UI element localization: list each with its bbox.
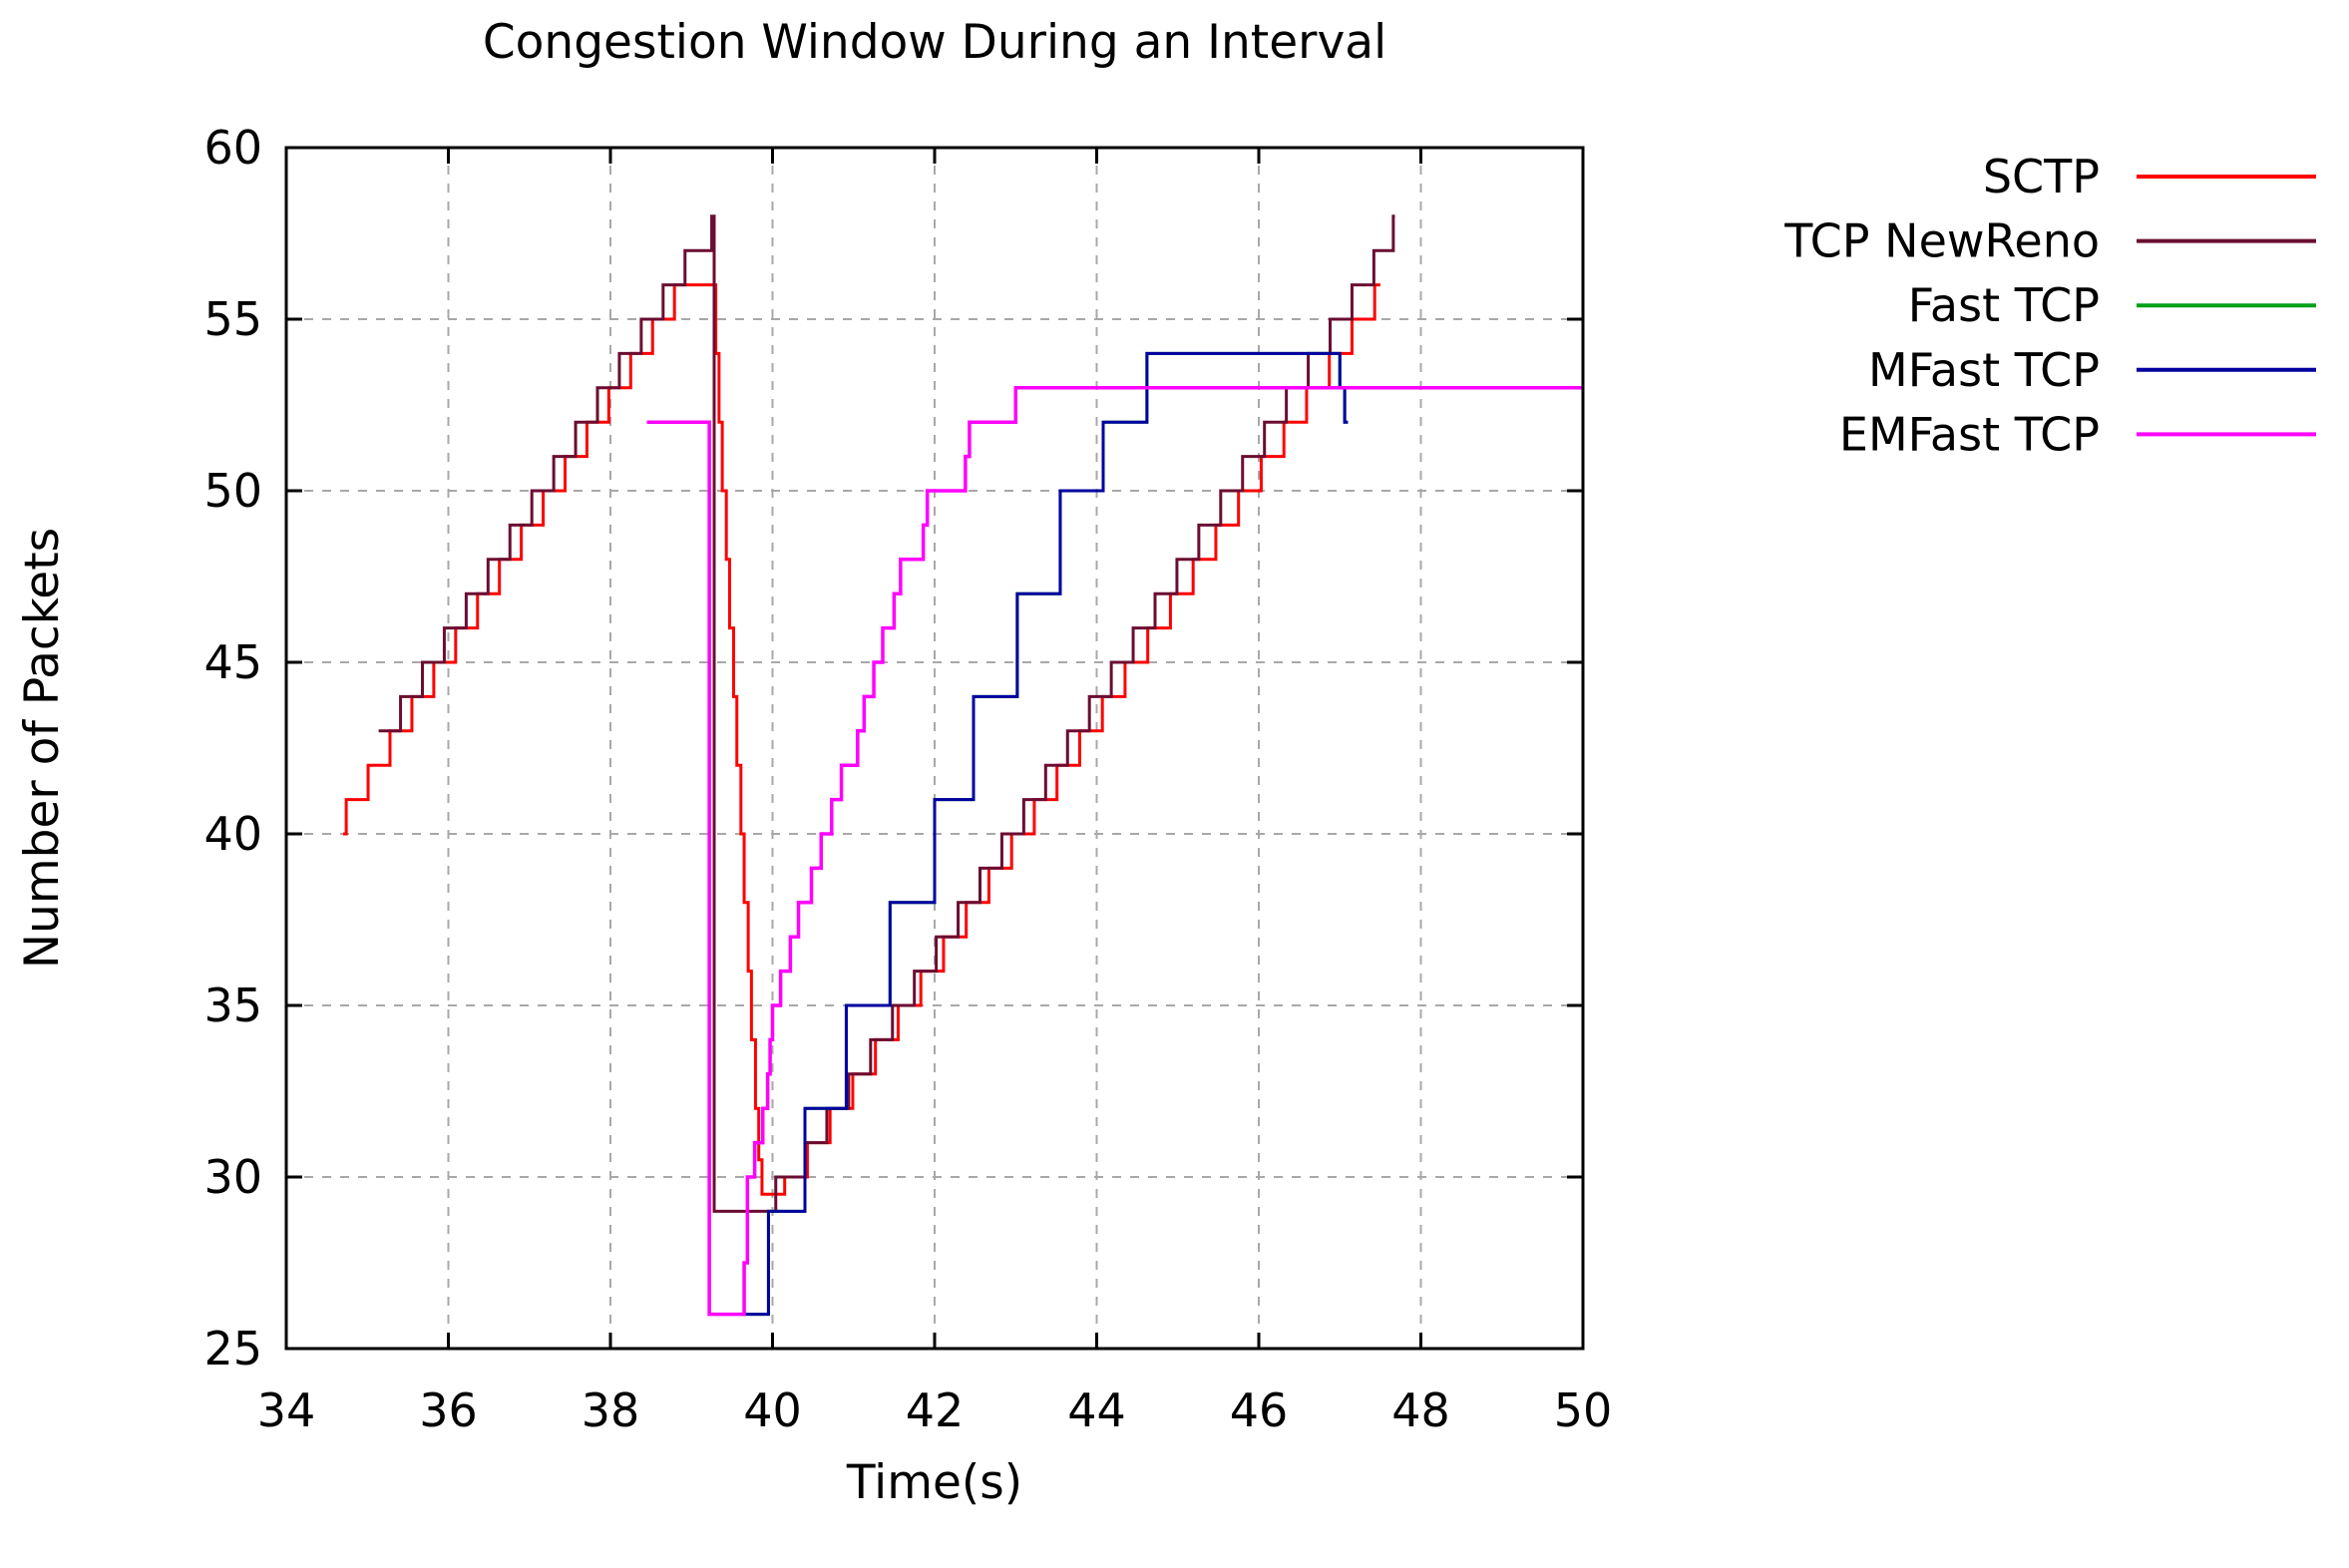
x-tick-label: 38 [582, 1383, 640, 1437]
x-tick-label: 48 [1391, 1383, 1450, 1437]
x-tick-label: 36 [419, 1383, 478, 1437]
y-tick-label: 50 [203, 464, 262, 518]
series-line-mfast-tcp [744, 351, 1349, 1317]
x-tick-labels: 34 36 38 40 42 44 46 48 50 [257, 1383, 1613, 1437]
x-tick-label: 50 [1554, 1383, 1613, 1437]
legend-label: SCTP [1983, 150, 2100, 203]
y-tick-label: 60 [203, 121, 262, 175]
legend-label: MFast TCP [1868, 343, 2100, 397]
x-tick-label: 34 [257, 1383, 316, 1437]
x-tick-label: 42 [906, 1383, 965, 1437]
legend: SCTP TCP NewReno Fast TCP MFast TCP EMFast T… [1783, 150, 2316, 461]
y-axis-label: Number of Packets [15, 528, 70, 969]
y-tick-label: 40 [203, 807, 262, 861]
x-tick-label: 46 [1230, 1383, 1289, 1437]
y-tick-label: 55 [203, 292, 262, 346]
x-tick-label: 40 [743, 1383, 802, 1437]
y-tick-label: 25 [203, 1322, 262, 1375]
legend-item-emfast-tcp: EMFast TCP [1839, 407, 2316, 461]
legend-item-sctp: SCTP [1983, 150, 2316, 203]
y-tick-label: 35 [203, 979, 262, 1032]
legend-item-tcp-newreno: TCP NewReno [1783, 214, 2316, 268]
legend-item-fast-tcp: Fast TCP [1908, 278, 2316, 332]
chart-title: Congestion Window During an Interval [483, 15, 1386, 70]
legend-item-mfast-tcp: MFast TCP [1868, 343, 2316, 397]
y-tick-label: 30 [203, 1150, 262, 1204]
series-line-sctp [342, 283, 1380, 1196]
series-line-emfast-tcp [646, 386, 1583, 1317]
legend-label: TCP NewReno [1783, 214, 2100, 268]
y-tick-labels: 25 30 35 40 45 50 55 60 [203, 121, 262, 1375]
series-line-tcp-newreno [378, 214, 1395, 1213]
plot-border [284, 146, 1585, 1351]
x-axis-label: Time(s) [846, 1455, 1022, 1510]
y-tick-label: 45 [203, 635, 262, 689]
x-tick-label: 44 [1067, 1383, 1126, 1437]
legend-label: EMFast TCP [1839, 407, 2100, 461]
grid-lines [286, 148, 1583, 1349]
legend-label: Fast TCP [1908, 278, 2100, 332]
